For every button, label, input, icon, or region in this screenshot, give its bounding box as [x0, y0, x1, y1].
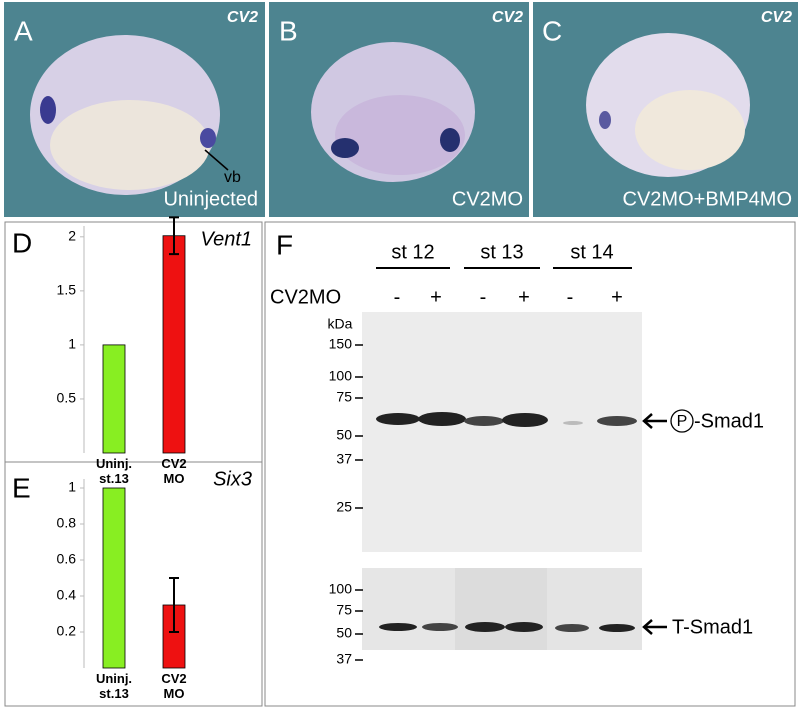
lane-sign: + [611, 286, 623, 308]
phospho-label: P [677, 413, 688, 430]
stage-label: st 14 [570, 241, 613, 263]
chart-title: Six3 [213, 468, 252, 490]
panel-letter: B [279, 15, 298, 46]
bar [102, 344, 126, 454]
x-tick-label: CV2 MO [161, 456, 186, 486]
marker-label: 150 [329, 336, 353, 352]
panel-f: F st 12 st 13 st 14 CV2MO - + - + - + kD… [270, 229, 764, 666]
caption: CV2MO [452, 188, 523, 210]
marker-label: 25 [336, 499, 352, 515]
panel-letter: D [12, 227, 32, 258]
panel-frame [4, 221, 263, 463]
bar [102, 487, 126, 669]
y-tick-label: 0.6 [57, 551, 77, 567]
marker-label: 50 [336, 625, 352, 641]
band-label: T-Smad1 [672, 616, 753, 638]
panel-letter: E [12, 472, 31, 503]
panel-frame [264, 221, 796, 707]
y-tick-label: 1.5 [57, 282, 77, 298]
gene-label: CV2 [761, 9, 792, 26]
panel-letter: A [14, 15, 33, 46]
y-tick-label: 2 [68, 228, 76, 244]
gene-label: CV2 [492, 9, 523, 26]
panel-frame [4, 461, 263, 707]
y-tick-label: 1 [68, 479, 76, 495]
bar [162, 235, 186, 454]
y-tick-label: 0.2 [57, 623, 77, 639]
caption: Uninjected [163, 188, 258, 210]
y-tick-label: 1 [68, 336, 76, 352]
panel-a: A CV2 vb Uninjected [4, 2, 265, 217]
marker-label: 50 [336, 427, 352, 443]
charts: D Vent1 0.5 1 1.5 2 Uninj. st.13 CV2 MO E Six3 0.2 0.… [12, 216, 252, 701]
x-tick-label: Uninj. st.13 [96, 456, 132, 486]
marker-label: 100 [329, 368, 353, 384]
marker-label: 75 [336, 389, 352, 405]
lane-sign: - [480, 286, 487, 308]
treatment-label: CV2MO [270, 286, 341, 308]
lane-sign: + [430, 286, 442, 308]
annotation: vb [224, 169, 241, 186]
lane-sign: - [394, 286, 401, 308]
panel-letter: F [276, 229, 293, 260]
band-label: -Smad1 [694, 410, 764, 432]
x-tick-label: Uninj. st.13 [96, 671, 132, 701]
y-tick-label: 0.4 [57, 587, 77, 603]
panel-letter: C [542, 15, 562, 46]
error-bar [169, 577, 179, 633]
marker-label: 100 [329, 581, 353, 597]
lane-sign: - [567, 286, 574, 308]
chart-title: Vent1 [200, 228, 252, 250]
marker-label: 37 [336, 451, 352, 467]
marker-label: 75 [336, 602, 352, 618]
gene-label: CV2 [227, 9, 258, 26]
lane-sign: + [518, 286, 530, 308]
panel-b: B CV2 CV2MO [269, 2, 529, 217]
y-tick-label: 0.5 [57, 390, 77, 406]
error-bar [169, 216, 179, 256]
y-tick-label: 0.8 [57, 515, 77, 531]
unit-label: kDa [328, 316, 353, 332]
stage-label: st 13 [480, 241, 523, 263]
stage-label: st 12 [391, 241, 434, 263]
panel-c: C CV2 CV2MO+BMP4MO [533, 2, 798, 217]
caption: CV2MO+BMP4MO [623, 188, 792, 210]
x-tick-label: CV2 MO [161, 671, 186, 701]
marker-label: 37 [336, 651, 352, 667]
